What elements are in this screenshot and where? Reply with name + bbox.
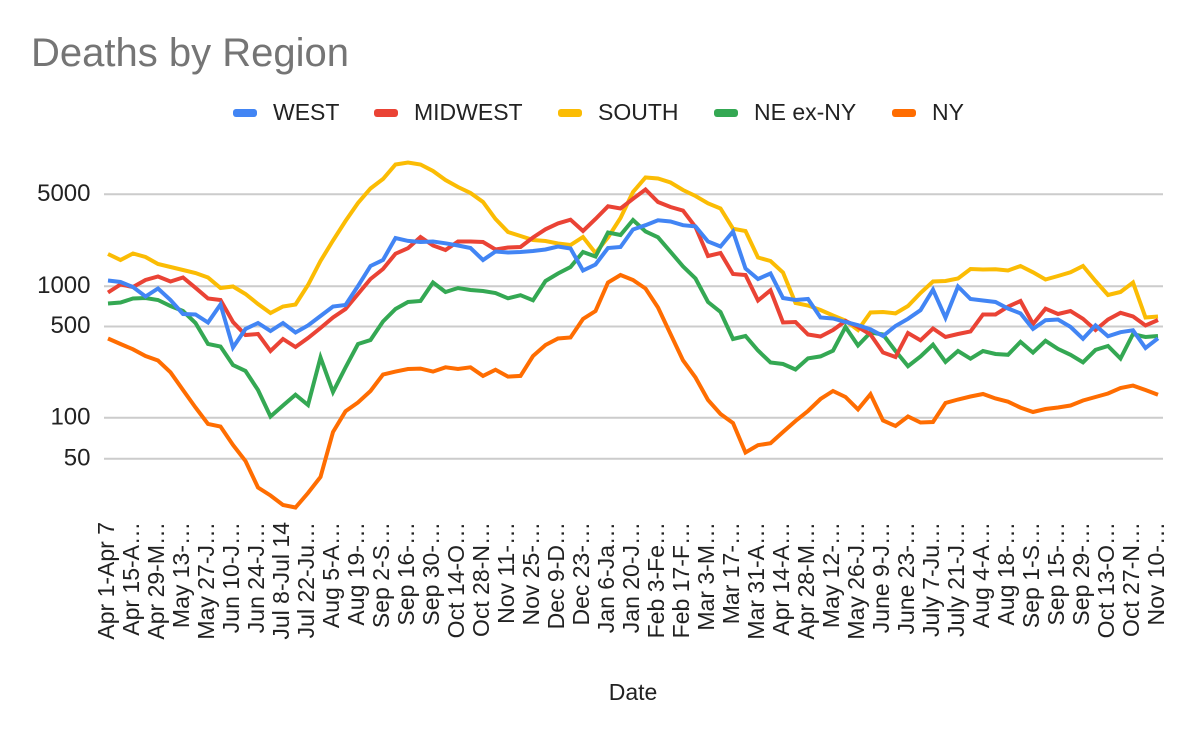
svg-text:Jun 10-J…: Jun 10-J… (218, 522, 244, 633)
svg-text:Sep 1-S…: Sep 1-S… (1018, 522, 1044, 628)
svg-text:Apr 29-M…: Apr 29-M… (143, 522, 169, 640)
svg-text:Mar 3-M…: Mar 3-M… (693, 522, 719, 631)
svg-text:Oct 13-O…: Oct 13-O… (1093, 522, 1119, 638)
svg-text:Sep 30-…: Sep 30-… (418, 522, 444, 626)
svg-text:Aug 19-…: Aug 19-… (343, 522, 369, 626)
svg-text:100: 100 (50, 404, 90, 431)
svg-text:Feb 17-F…: Feb 17-F… (668, 522, 694, 638)
svg-text:Apr 28-M…: Apr 28-M… (793, 522, 819, 640)
svg-text:July 7-Ju…: July 7-Ju… (918, 522, 944, 637)
svg-text:Nov 25-…: Nov 25-… (518, 522, 544, 626)
svg-text:Aug 4-A…: Aug 4-A… (968, 522, 994, 628)
svg-text:Dec 9-D…: Dec 9-D… (543, 522, 569, 629)
svg-text:1000: 1000 (37, 272, 90, 299)
svg-text:Sep 15-…: Sep 15-… (1043, 522, 1069, 626)
svg-text:Apr 15-A…: Apr 15-A… (118, 522, 144, 636)
svg-text:NE ex-NY: NE ex-NY (754, 99, 856, 125)
svg-text:500: 500 (50, 312, 90, 339)
svg-text:Aug 18-…: Aug 18-… (993, 522, 1019, 626)
svg-text:Nov 11-…: Nov 11-… (493, 522, 519, 624)
svg-text:Mar 17-…: Mar 17-… (718, 522, 744, 624)
svg-text:Oct 27-N…: Oct 27-N… (1118, 522, 1144, 637)
svg-text:SOUTH: SOUTH (598, 99, 679, 125)
svg-text:Date: Date (609, 679, 658, 705)
svg-text:Jan 20-J…: Jan 20-J… (618, 522, 644, 633)
svg-text:50: 50 (64, 444, 91, 471)
svg-text:Deaths by Region: Deaths by Region (31, 31, 349, 75)
svg-text:Mar 31-A…: Mar 31-A… (743, 522, 769, 640)
svg-text:NY: NY (932, 99, 964, 125)
svg-text:Jul 8-Jul 14: Jul 8-Jul 14 (268, 522, 294, 640)
svg-text:Aug 5-A…: Aug 5-A… (318, 522, 344, 628)
svg-text:5000: 5000 (37, 180, 90, 207)
svg-text:Sep 29-…: Sep 29-… (1068, 522, 1094, 626)
svg-text:MIDWEST: MIDWEST (414, 99, 523, 125)
svg-text:May 12-…: May 12-… (818, 522, 844, 628)
svg-text:Oct 28-N…: Oct 28-N… (468, 522, 494, 637)
svg-text:July 21-J…: July 21-J… (943, 522, 969, 637)
svg-text:May 13-…: May 13-… (168, 522, 194, 628)
svg-text:WEST: WEST (273, 99, 339, 125)
svg-text:June 23-…: June 23-… (893, 522, 919, 635)
svg-text:Sep 2-S…: Sep 2-S… (368, 522, 394, 628)
svg-text:Dec 23-…: Dec 23-… (568, 522, 594, 626)
svg-text:Jun 24-J…: Jun 24-J… (243, 522, 269, 633)
svg-text:Apr 14-A…: Apr 14-A… (768, 522, 794, 636)
svg-text:Oct 14-O…: Oct 14-O… (443, 522, 469, 638)
svg-text:Sep 16-…: Sep 16-… (393, 522, 419, 626)
svg-text:Nov 10-…: Nov 10-… (1143, 522, 1169, 626)
svg-text:Feb 3-Fe…: Feb 3-Fe… (643, 522, 669, 638)
svg-text:Jul 22-Ju…: Jul 22-Ju… (293, 522, 319, 638)
svg-text:May 26-J…: May 26-J… (843, 522, 869, 640)
svg-text:May 27-J…: May 27-J… (193, 522, 219, 640)
svg-text:June 9-J…: June 9-J… (868, 522, 894, 633)
svg-text:Apr 1-Apr 7: Apr 1-Apr 7 (93, 522, 119, 640)
svg-text:Jan 6-Ja…: Jan 6-Ja… (593, 522, 619, 633)
